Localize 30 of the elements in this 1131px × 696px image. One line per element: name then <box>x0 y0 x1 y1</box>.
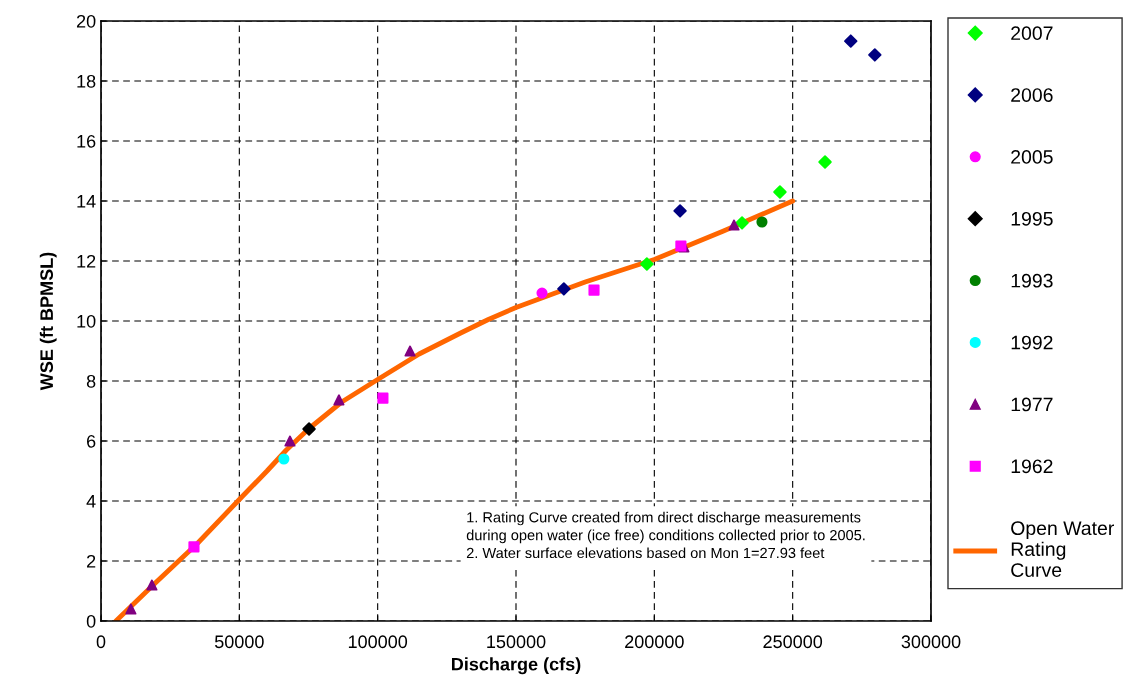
y-tick-label: 0 <box>86 614 96 628</box>
y-tick-label: 16 <box>77 134 96 148</box>
y-tick-label: 10 <box>77 314 96 328</box>
y-axis-title: WSE (ft BPMSL) <box>39 252 57 391</box>
x-tick-label: 100000 <box>348 635 408 649</box>
legend-label: 1977 <box>1011 397 1053 412</box>
y-tick-label: 20 <box>76 14 96 28</box>
legend-label: 1995 <box>1011 211 1053 226</box>
x-tick-label: 300000 <box>901 635 961 649</box>
y-tick-label: 2 <box>87 554 96 568</box>
legend-label: Open Water Rating Curve <box>1011 521 1114 577</box>
y-tick-label: 12 <box>77 254 96 268</box>
x-axis-title: Discharge (cfs) <box>451 657 581 675</box>
legend-label: 2006 <box>1011 88 1053 102</box>
x-tick-label: 0 <box>96 635 106 649</box>
x-tick-label: 250000 <box>763 635 823 649</box>
x-tick-label: 200000 <box>625 635 684 649</box>
legend-label: 1962 <box>1011 459 1053 474</box>
annotation: 1. Rating Curve created from direct discharge measurements during open water (ice free) conditions collected prior to 2005. 2. Water surface elevations based on Mon 1=27.93 feet <box>466 511 865 559</box>
y-tick-label: 4 <box>86 495 96 508</box>
y-tick-label: 14 <box>77 195 96 208</box>
y-tick-label: 8 <box>86 374 96 388</box>
x-tick-label: 50000 <box>214 635 264 649</box>
legend-label: 1992 <box>1011 335 1053 350</box>
y-tick-label: 18 <box>77 74 96 88</box>
y-tick-label: 6 <box>87 434 96 448</box>
x-tick-label: 150000 <box>487 635 546 649</box>
legend-label: 2007 <box>1011 26 1053 41</box>
legend-label: 1993 <box>1011 273 1053 288</box>
legend-label: 2005 <box>1011 150 1053 164</box>
